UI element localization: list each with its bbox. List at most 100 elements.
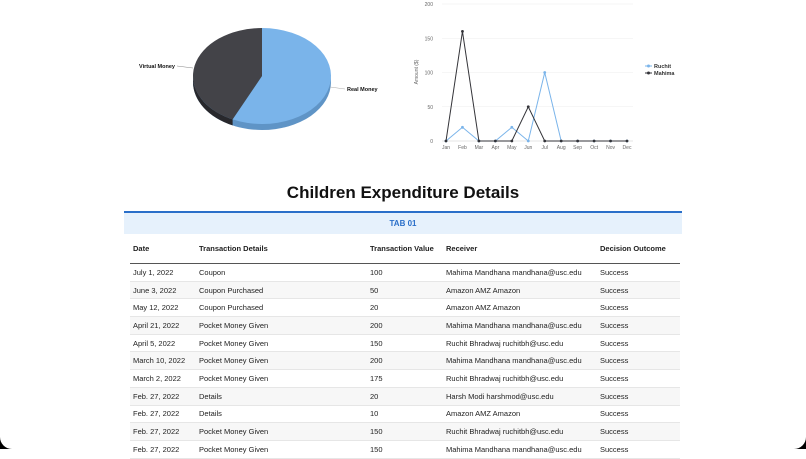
cell-transaction-details: Pocket Money Given [196, 422, 367, 441]
legend: Ruchit Mahima [645, 64, 675, 77]
table-row: June 3, 2022 Coupon Purchased 50 Amazon AMZ… [130, 281, 680, 300]
cell-receiver: Mahima Mandhana mandhana@usc.edu [443, 351, 597, 371]
legend-item-ruchit[interactable]: Ruchit [645, 64, 671, 70]
cell-transaction-details: Pocket Money Given [196, 334, 367, 353]
table-row: Feb. 27, 2022 Details 10 Amazon AMZ Amazon S… [130, 405, 680, 424]
cell-transaction-value: 50 [367, 281, 443, 300]
x-tick-label: Dec [623, 145, 632, 151]
cell-transaction-value: 200 [367, 351, 443, 371]
pie-slice-virtual-money[interactable] [193, 28, 262, 120]
x-tick-label: Feb [458, 145, 467, 151]
table-row: March 2, 2022 Pocket Money Given 175 Ruchit… [130, 369, 680, 388]
x-tick-label: Nov [606, 145, 615, 151]
cell-transaction-value: 150 [367, 334, 443, 353]
data-point-mahima[interactable] [543, 139, 547, 143]
table-row: Feb. 27, 2022 Pocket Money Given 150 Ruchit… [130, 422, 680, 441]
line-chart: Amount ($) 0 50 100 150 200 Jan Feb Mar Apr May Ju… [414, 2, 675, 151]
table-row: Feb. 27, 2022 Pocket Money Given 150 Mahima… [130, 440, 680, 459]
y-axis-label: Amount ($) [414, 59, 420, 84]
cell-transaction-value: 150 [367, 422, 443, 441]
cell-date: March 10, 2022 [130, 351, 196, 371]
data-point-mahima[interactable] [609, 139, 612, 143]
cell-transaction-details: Coupon [196, 263, 367, 282]
cell-date: April 5, 2022 [130, 334, 196, 353]
pie-label-real: Real Money [347, 87, 379, 93]
cell-decision-outcome: Success [597, 281, 680, 300]
cell-transaction-value: 10 [367, 405, 443, 424]
cell-receiver: Mahima Mandhana mandhana@usc.edu [443, 263, 597, 282]
x-tick-label: Jul [542, 145, 548, 151]
y-tick-label: 50 [427, 105, 433, 111]
col-receiver: Receiver [443, 234, 597, 264]
x-tick-label: Apr [491, 145, 499, 151]
x-tick-label: May [507, 145, 517, 151]
pie-slice-real-money[interactable] [232, 28, 331, 124]
data-point-mahima[interactable] [461, 30, 464, 33]
cell-date: March 2, 2022 [130, 369, 196, 388]
data-point-mahima[interactable] [625, 139, 629, 143]
pie-label-virtual: Virtual Money [139, 64, 176, 70]
cell-date: June 3, 2022 [130, 281, 196, 300]
data-point-mahima[interactable] [477, 139, 481, 143]
cell-receiver: Amazon AMZ Amazon [443, 298, 597, 318]
cell-transaction-value: 20 [367, 298, 443, 318]
tab-01[interactable]: TAB 01 [124, 211, 682, 234]
cell-date: Feb. 27, 2022 [130, 405, 196, 424]
data-point-mahima[interactable] [559, 139, 563, 143]
cell-receiver: Amazon AMZ Amazon [443, 281, 597, 300]
cell-receiver: Mahima Mandhana mandhana@usc.edu [443, 440, 597, 459]
y-tick-label: 0 [430, 139, 433, 145]
data-point-mahima[interactable] [493, 139, 497, 143]
cell-decision-outcome: Success [597, 263, 680, 282]
cell-transaction-value: 200 [367, 316, 443, 335]
col-transaction-value: Transaction Value [367, 234, 443, 264]
cell-transaction-value: 100 [367, 263, 443, 282]
expenditure-table: Date Transaction Details Transaction Val… [130, 234, 680, 459]
x-tick-label: Aug [557, 145, 566, 151]
cell-transaction-details: Details [196, 405, 367, 424]
cell-decision-outcome: Success [597, 440, 680, 459]
cell-decision-outcome: Success [597, 298, 680, 318]
series-line-mahima [445, 31, 627, 142]
data-point-ruchit[interactable] [543, 71, 547, 74]
legend-item-mahima[interactable]: Mahima [645, 71, 675, 77]
cell-transaction-details: Coupon Purchased [196, 281, 367, 300]
cell-decision-outcome: Success [597, 369, 680, 388]
expenditure-table-panel: TAB 01 Date Transaction Details Transact… [124, 211, 682, 459]
cell-transaction-value: 175 [367, 369, 443, 388]
data-point-ruchit[interactable] [461, 125, 464, 129]
cell-transaction-details: Coupon Purchased [196, 298, 367, 318]
cell-receiver: Amazon AMZ Amazon [443, 405, 597, 424]
data-point-mahima[interactable] [526, 105, 530, 109]
col-decision-outcome: Decision Outcome [597, 234, 680, 264]
cell-decision-outcome: Success [597, 422, 680, 441]
cell-decision-outcome: Success [597, 351, 680, 371]
data-point-mahima[interactable] [444, 139, 448, 143]
cell-date: Feb. 27, 2022 [130, 387, 196, 406]
x-tick-label: Mar [475, 145, 484, 151]
table-row: July 1, 2022 Coupon 100 Mahima Mandhana man… [130, 263, 680, 282]
cell-transaction-value: 20 [367, 387, 443, 406]
data-point-mahima[interactable] [576, 139, 580, 143]
data-point-mahima[interactable] [592, 139, 596, 143]
data-point-mahima[interactable] [510, 139, 514, 143]
cell-receiver: Ruchit Bhradwaj ruchitbh@usc.edu [443, 422, 597, 441]
cell-date: Feb. 27, 2022 [130, 422, 196, 441]
cell-receiver: Ruchit Bhradwaj ruchitbh@usc.edu [443, 334, 597, 353]
data-point-ruchit[interactable] [510, 125, 514, 129]
cell-date: Feb. 27, 2022 [130, 440, 196, 459]
cell-receiver: Ruchit Bhradwaj ruchitbh@usc.edu [443, 369, 597, 388]
x-tick-label: Sep [573, 145, 582, 151]
x-tick-label: Jun [524, 145, 532, 151]
cell-date: July 1, 2022 [130, 263, 196, 282]
svg-text:Ruchit: Ruchit [654, 64, 671, 70]
table-row: March 10, 2022 Pocket Money Given 200 Mahim… [130, 351, 680, 371]
data-point-ruchit[interactable] [526, 139, 530, 143]
table-row: April 21, 2022 Pocket Money Given 200 Mahim… [130, 316, 680, 335]
page-title: Children Expenditure Details [286, 183, 520, 202]
y-tick-label: 100 [425, 71, 434, 77]
pie-depth-virtual [193, 76, 233, 126]
col-date: Date [130, 234, 196, 264]
cell-receiver: Harsh Modi harshmod@usc.edu [443, 387, 597, 406]
x-tick-label: Oct [590, 145, 598, 151]
